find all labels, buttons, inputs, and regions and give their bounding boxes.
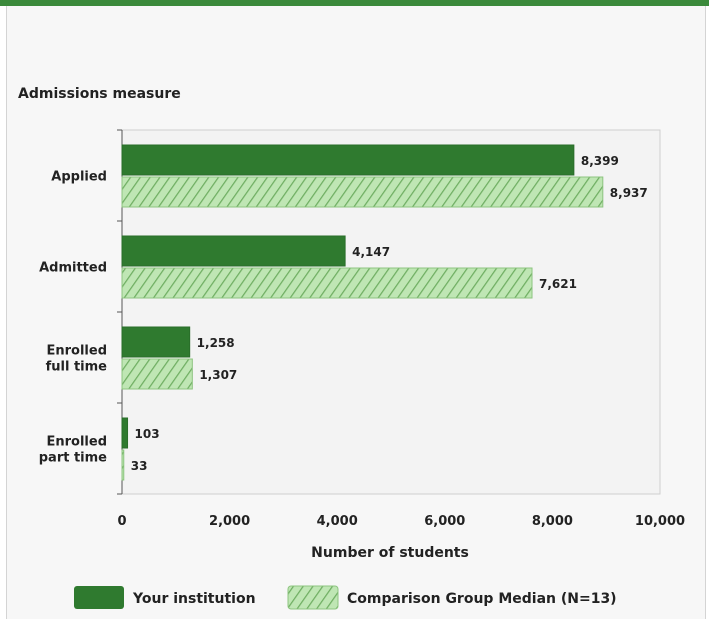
- data-label-your-institution-enrolled-part-time: 103: [135, 427, 160, 441]
- data-label-comparison-group-median-n-13-enrolled-full-time: 1,307: [199, 368, 237, 382]
- category-label-enrolled-part-time: part time: [39, 451, 107, 466]
- x-tick-label: 0: [117, 514, 126, 529]
- x-tick-label: 10,000: [635, 514, 685, 529]
- bar-comparison-group-median-n-13-admitted: [121, 267, 533, 299]
- data-label-your-institution-admitted: 4,147: [352, 245, 390, 259]
- legend-label-your-institution: Your institution: [132, 591, 256, 607]
- bar-your-institution-enrolled-full-time: [121, 326, 191, 358]
- data-label-your-institution-enrolled-full-time: 1,258: [197, 336, 235, 350]
- bar-comparison-group-median-n-13-enrolled-full-time: [121, 358, 193, 390]
- category-label-admitted: Admitted: [39, 261, 107, 276]
- x-tick-label: 6,000: [424, 514, 465, 529]
- category-label-enrolled-full-time: Enrolled: [46, 344, 107, 359]
- chart-title: Admissions measure: [18, 86, 181, 102]
- category-label-enrolled-full-time: full time: [46, 360, 108, 375]
- legend-label-comparison: Comparison Group Median (N=13): [347, 591, 617, 607]
- data-label-comparison-group-median-n-13-admitted: 7,621: [539, 277, 577, 291]
- x-tick-label: 4,000: [317, 514, 358, 529]
- top-accent-bar: [0, 0, 709, 6]
- data-label-your-institution-applied: 8,399: [581, 154, 619, 168]
- x-tick-label: 8,000: [532, 514, 573, 529]
- bar-your-institution-enrolled-part-time: [121, 417, 129, 449]
- x-tick-label: 2,000: [209, 514, 250, 529]
- legend: Your institution Comparison Group Median…: [74, 585, 617, 610]
- category-label-enrolled-part-time: Enrolled: [46, 435, 107, 450]
- bar-comparison-group-median-n-13-applied: [121, 176, 604, 208]
- data-label-comparison-group-median-n-13-applied: 8,937: [610, 186, 648, 200]
- data-label-comparison-group-median-n-13-enrolled-part-time: 33: [131, 459, 148, 473]
- legend-swatch-comparison: [287, 585, 339, 610]
- legend-swatch-your-institution: [74, 586, 124, 609]
- bar-your-institution-admitted: [121, 235, 346, 267]
- category-label-applied: Applied: [51, 170, 107, 185]
- x-axis-title: Number of students: [311, 545, 469, 561]
- bar-your-institution-applied: [121, 144, 575, 176]
- bar-comparison-group-median-n-13-enrolled-part-time: [121, 449, 125, 481]
